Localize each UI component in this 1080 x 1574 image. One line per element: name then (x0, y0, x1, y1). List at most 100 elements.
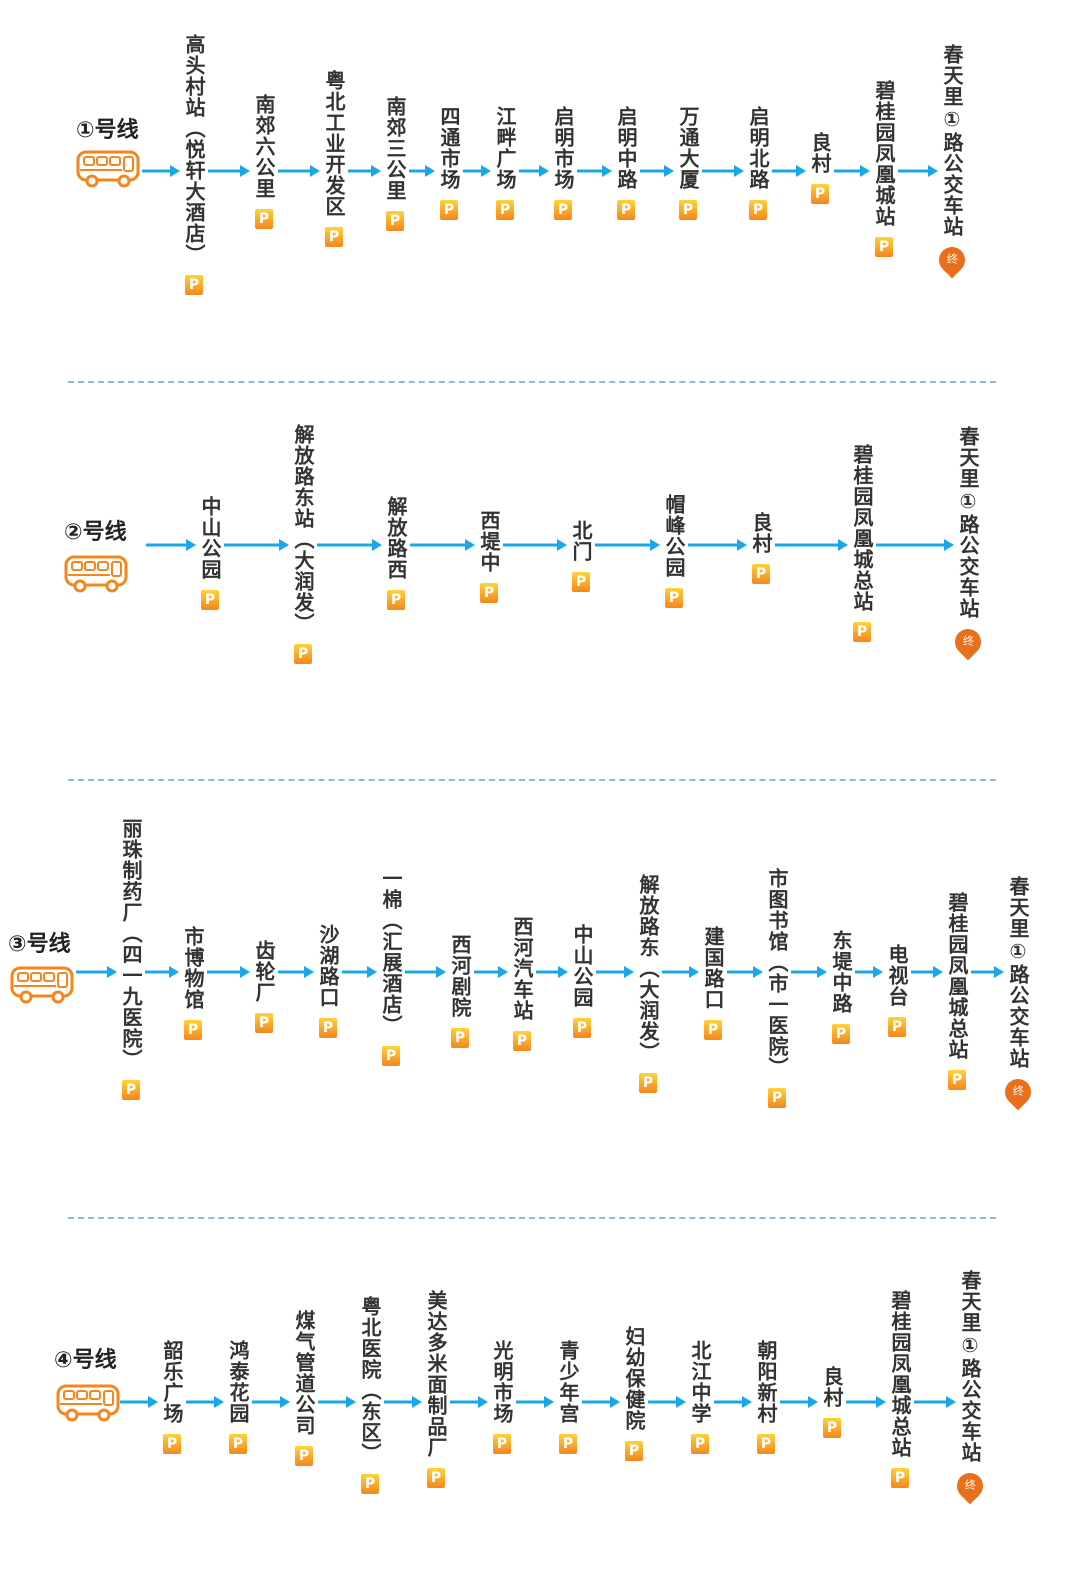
route-arrow-icon (120, 1396, 158, 1408)
stop-name: 沙湖路口 (316, 924, 340, 1008)
parking-icon: P (948, 1070, 966, 1090)
route-arrow-icon (278, 966, 314, 978)
route-arrow-icon (207, 966, 250, 978)
bus-stop: 西堤中 P (473, 510, 505, 603)
parking-icon: P (185, 275, 203, 295)
parking-icon: P (386, 211, 404, 231)
route-arrow-icon (846, 1396, 886, 1408)
route-label: ①号线 (76, 118, 139, 143)
route-arrow-icon (780, 1396, 818, 1408)
parking-icon: P (617, 200, 635, 220)
bus-stop: 西河汽车站 P (506, 916, 538, 1051)
stop-name: 碧桂园凤凰城总站 (888, 1290, 912, 1458)
bus-stop: 解放路东站（大润发） P (287, 424, 319, 664)
route-arrow-icon (834, 165, 870, 177)
route-arrow-icon (474, 966, 508, 978)
stop-name: 青少年宫 (556, 1340, 580, 1424)
stop-name: 高头村站（悦轩大酒店） (182, 34, 206, 265)
bus-stop: 粤北医院（东区） P (354, 1296, 386, 1494)
route-arrow-icon (855, 966, 883, 978)
route-arrow-icon (595, 539, 660, 551)
stop-name: 解放路东站（大润发） (291, 424, 315, 634)
stop-name: 朝阳新村 (754, 1340, 778, 1424)
bus-stop: 朝阳新村 P (750, 1340, 782, 1454)
route-arrow-icon (318, 1396, 356, 1408)
stop-name: 帽峰公园 (662, 494, 686, 578)
bus-stop: 东堤中路 P (825, 930, 857, 1044)
parking-icon: P (184, 1020, 202, 1040)
bus-icon (76, 150, 140, 188)
section-divider (68, 381, 996, 383)
route-arrow-icon (898, 165, 938, 177)
stop-name: 东堤中路 (829, 930, 853, 1014)
parking-icon: P (888, 1017, 906, 1037)
bus-stop: 鸿泰花园 P (222, 1340, 254, 1454)
route-arrow-icon (582, 1396, 620, 1408)
stop-name: 鸿泰花园 (226, 1340, 250, 1424)
route-arrow-icon (727, 966, 763, 978)
route-arrow-icon (252, 1396, 290, 1408)
bus-stop: 市图书馆（市一医院） P (761, 868, 793, 1108)
bus-stop: 启明中路 P (610, 106, 642, 220)
bus-stop: 春天里①路公交车站终 (933, 44, 971, 279)
parking-icon: P (665, 588, 683, 608)
bus-stop: 煤气管道公司 P (288, 1310, 320, 1466)
bus-stop: 帽峰公园 P (658, 494, 690, 608)
bus-stop: 北门 P (565, 520, 597, 592)
stop-name: 一棉（汇展酒店） (379, 868, 403, 1036)
bus-stop: 粤北工业开发区 P (318, 70, 350, 247)
route-arrow-icon (146, 539, 196, 551)
route-arrow-icon (516, 1396, 554, 1408)
parking-icon: P (691, 1434, 709, 1454)
bus-stop: 解放路西 P (380, 496, 412, 610)
bus-stop: 碧桂园凤凰城总站 P (941, 892, 973, 1090)
route-arrow-icon (577, 165, 612, 177)
stop-name: 光明市场 (490, 1340, 514, 1424)
route-arrow-icon (596, 966, 634, 978)
bus-stop: 解放路东（大润发） P (632, 874, 664, 1093)
stop-name: 电视台 (885, 944, 909, 1007)
bus-stop: 一棉（汇展酒店） P (375, 868, 407, 1066)
parking-icon: P (496, 200, 514, 220)
route-label: ④号线 (54, 1348, 117, 1373)
parking-icon: P (229, 1434, 247, 1454)
parking-icon: P (679, 200, 697, 220)
parking-icon: P (811, 184, 829, 204)
stop-name: 韶乐广场 (160, 1340, 184, 1424)
stop-name: 启明中路 (614, 106, 638, 190)
route-arrow-icon (409, 165, 435, 177)
bus-stop: 中山公园 P (194, 496, 226, 610)
parking-icon: P (639, 1073, 657, 1093)
parking-icon: P (749, 200, 767, 220)
parking-icon: P (625, 1441, 643, 1461)
parking-icon: P (832, 1024, 850, 1044)
bus-icon (56, 1384, 120, 1422)
parking-icon: P (361, 1474, 379, 1494)
stop-name: 市图书馆（市一医院） (765, 868, 789, 1078)
section-divider (68, 779, 996, 781)
route-arrow-icon (648, 1396, 686, 1408)
stop-name: 春天里①路公交车站 (1006, 876, 1030, 1069)
parking-icon: P (325, 227, 343, 247)
parking-icon: P (554, 200, 572, 220)
bus-stop: 良村 P (804, 132, 836, 204)
route-arrow-icon (317, 539, 382, 551)
stop-name: 粤北工业开发区 (322, 70, 346, 217)
route-arrow-icon (876, 539, 954, 551)
bus-stop: 春天里①路公交车站终 (951, 1270, 989, 1505)
bus-stop: 韶乐广场 P (156, 1340, 188, 1454)
bus-stop: 丽珠制药厂（四一九医院） P (115, 818, 147, 1100)
bus-stop: 春天里①路公交车站终 (949, 426, 987, 661)
route-label: ②号线 (64, 520, 127, 545)
route-arrow-icon (772, 165, 806, 177)
parking-icon: P (823, 1418, 841, 1438)
bus-stop: 北江中学 P (684, 1340, 716, 1454)
bus-icon (64, 555, 128, 593)
terminal-pin-icon: 终 (933, 241, 971, 279)
stop-name: 南郊三公里 (383, 96, 407, 201)
stop-name: 美达多米面制品厂 (424, 1290, 448, 1458)
terminal-pin-icon: 终 (999, 1073, 1037, 1111)
parking-icon: P (451, 1028, 469, 1048)
route-arrow-icon (142, 165, 180, 177)
